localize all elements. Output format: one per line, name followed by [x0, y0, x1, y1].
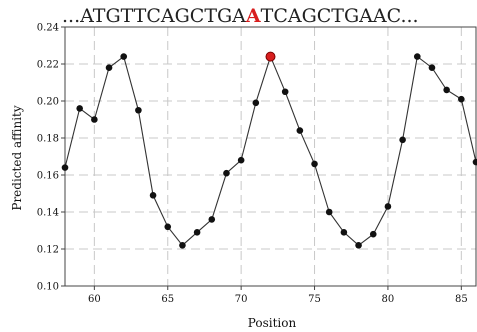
data-point	[91, 116, 98, 123]
data-point	[472, 158, 477, 166]
highlighted-data-point	[265, 51, 276, 62]
y-tick-label: 0.20	[37, 97, 59, 108]
data-point	[237, 156, 245, 164]
y-tick-label: 0.12	[37, 245, 59, 256]
data-point	[355, 242, 362, 249]
data-point	[369, 230, 377, 238]
data-point	[443, 86, 450, 94]
sequence-header: ...ATGTTCAGCTGAATCAGCTGAAC...	[62, 5, 419, 27]
data-point	[296, 127, 304, 134]
data-point	[105, 64, 113, 71]
data-point	[281, 88, 289, 96]
x-tick-label: 80	[382, 294, 395, 305]
series-line	[64, 55, 477, 247]
sequence-highlight: A	[245, 5, 261, 27]
data-point	[311, 160, 318, 168]
data-point	[413, 53, 421, 60]
y-tick-label: 0.24	[37, 23, 59, 34]
x-tick-label: 75	[308, 294, 321, 305]
sequence-suffix: ...	[400, 5, 418, 27]
data-point	[252, 99, 260, 107]
data-point	[340, 229, 348, 236]
x-tick-label: 70	[235, 294, 248, 305]
x-axis: 60 65 70 75 80 85	[88, 286, 468, 305]
data-points	[61, 51, 477, 249]
data-point	[428, 64, 436, 71]
data-point	[208, 216, 216, 223]
data-point	[458, 95, 465, 103]
data-point	[135, 106, 142, 114]
y-axis: 0.10 0.12 0.14 0.16 0.18 0.20 0.22 0.24	[37, 23, 65, 293]
y-axis-label: Predicted affinity	[10, 105, 24, 210]
data-point	[179, 242, 186, 249]
y-tick-label: 0.22	[37, 60, 59, 71]
data-point	[61, 164, 69, 171]
x-tick-label: 85	[455, 294, 468, 305]
data-point	[325, 208, 333, 216]
data-point	[149, 192, 157, 199]
plot-frame	[64, 26, 477, 287]
data-point	[164, 223, 172, 231]
sequence-right: TCAGCTGAAC	[261, 5, 401, 27]
data-point	[76, 105, 83, 112]
sequence-prefix: ...	[62, 5, 80, 27]
data-point	[399, 136, 406, 144]
x-tick-label: 60	[88, 294, 101, 305]
data-point	[384, 203, 392, 210]
data-point	[120, 53, 128, 60]
data-point	[193, 229, 201, 236]
x-axis-label: Position	[248, 316, 297, 330]
x-tick-label: 65	[161, 294, 174, 305]
y-tick-label: 0.18	[37, 134, 59, 145]
y-tick-label: 0.10	[37, 282, 59, 293]
grid	[65, 27, 476, 286]
y-tick-label: 0.16	[37, 171, 59, 182]
y-tick-label: 0.14	[37, 208, 59, 219]
data-point	[223, 169, 230, 177]
sequence-left: ATGTTCAGCTGA	[79, 5, 246, 27]
